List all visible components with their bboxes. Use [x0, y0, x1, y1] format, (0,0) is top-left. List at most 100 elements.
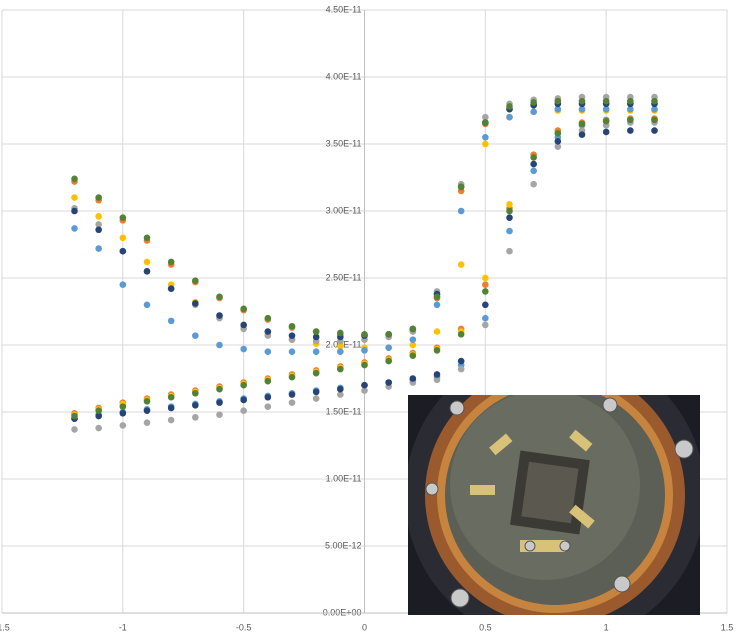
point	[119, 422, 127, 429]
point	[264, 348, 272, 356]
point	[119, 281, 127, 289]
point	[192, 414, 199, 421]
point	[119, 214, 127, 221]
point	[192, 332, 199, 339]
point	[627, 105, 634, 113]
point	[143, 234, 151, 242]
point	[167, 258, 175, 266]
point	[457, 261, 465, 268]
point	[530, 180, 537, 188]
point	[482, 321, 489, 329]
points	[71, 93, 658, 433]
point	[119, 410, 127, 417]
point	[95, 226, 102, 234]
point	[216, 341, 223, 349]
point	[71, 412, 78, 420]
point	[95, 412, 102, 420]
point	[361, 387, 368, 394]
point	[216, 293, 223, 301]
point	[240, 305, 247, 313]
y-tick-label: 1.00E-11	[326, 473, 362, 483]
point	[506, 201, 513, 208]
point	[240, 345, 247, 353]
point	[651, 105, 658, 113]
point	[433, 328, 441, 335]
point	[578, 97, 586, 105]
point	[312, 328, 320, 335]
point	[264, 377, 272, 385]
point	[288, 373, 296, 381]
point	[95, 245, 102, 252]
y-tick-label: 4.00E-11	[326, 71, 362, 81]
point	[216, 399, 223, 406]
point	[627, 97, 634, 105]
point	[457, 183, 465, 191]
point	[167, 285, 175, 293]
x-tick-label: 0.5	[479, 622, 492, 632]
point	[554, 105, 562, 113]
point	[457, 207, 465, 215]
point	[95, 194, 102, 201]
point	[119, 247, 127, 255]
point	[312, 333, 320, 341]
point	[385, 344, 392, 351]
point	[506, 113, 513, 121]
y-tick-label: 3.50E-11	[326, 138, 362, 148]
point	[216, 385, 223, 393]
point	[288, 391, 296, 398]
point	[143, 268, 151, 275]
y-tick-label: 5.00E-12	[325, 540, 362, 550]
point	[433, 293, 441, 301]
point	[143, 419, 151, 427]
point	[578, 105, 586, 113]
point	[71, 194, 78, 201]
point	[385, 330, 392, 338]
point	[119, 234, 127, 242]
point	[433, 371, 441, 378]
point	[651, 127, 658, 134]
point	[361, 330, 368, 338]
x-tick-label: 1	[604, 622, 609, 632]
point	[288, 348, 296, 356]
point	[312, 395, 320, 402]
point	[506, 207, 513, 215]
point	[167, 393, 175, 401]
point	[433, 376, 441, 384]
y-tick-label: 0.00E+00	[323, 607, 362, 617]
point	[240, 321, 247, 329]
point	[361, 361, 368, 369]
point	[95, 221, 102, 228]
point	[119, 403, 127, 410]
point	[167, 404, 175, 412]
point	[554, 129, 562, 137]
point	[143, 301, 151, 309]
point	[95, 424, 102, 432]
point	[337, 348, 344, 356]
x-tick-label: 0	[362, 622, 367, 632]
point	[71, 207, 78, 215]
point	[602, 117, 610, 125]
point	[506, 247, 513, 255]
point	[361, 381, 368, 389]
point	[71, 225, 78, 232]
point	[409, 352, 417, 360]
point	[457, 365, 465, 373]
point	[627, 116, 634, 124]
x-tick-label: -1.5	[0, 622, 10, 632]
x-tick-label: 1.5	[721, 622, 734, 632]
point	[288, 322, 296, 330]
point	[240, 381, 247, 389]
point	[627, 127, 634, 134]
point	[337, 329, 344, 337]
point	[288, 332, 296, 339]
y-tick-label: 3.00E-11	[326, 205, 362, 215]
point	[312, 348, 320, 356]
point	[554, 143, 562, 150]
point	[482, 119, 489, 126]
point	[167, 416, 175, 424]
point	[385, 379, 392, 386]
point	[409, 341, 417, 349]
point	[506, 227, 513, 235]
y-tick-label: 2.50E-11	[326, 272, 362, 282]
